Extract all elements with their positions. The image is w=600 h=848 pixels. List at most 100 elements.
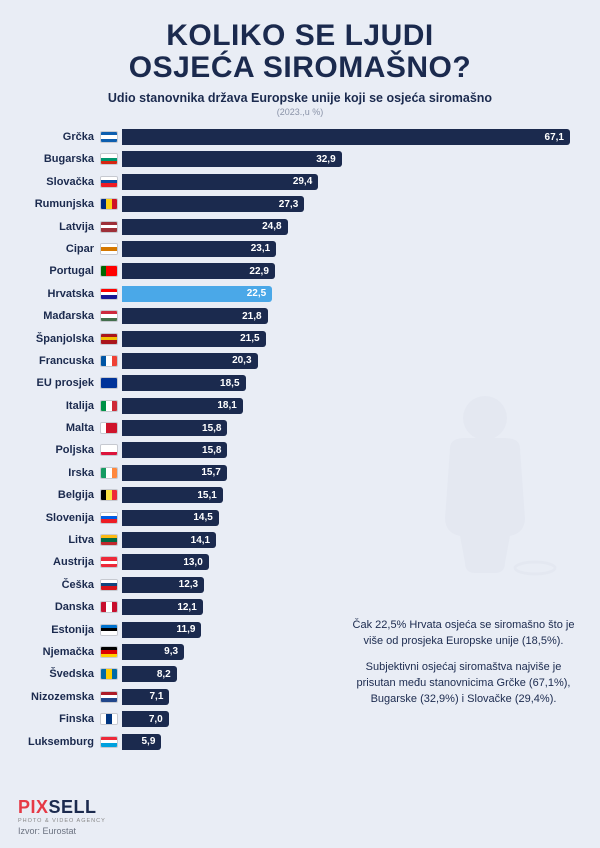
bar-wrap: 67,1 [122, 129, 582, 145]
bar-value: 12,1 [177, 602, 196, 613]
bar-value: 22,9 [249, 266, 268, 277]
flag-icon [100, 400, 118, 412]
bar-value: 20,3 [232, 355, 251, 366]
subtitle: Udio stanovnika država Europske unije ko… [0, 91, 600, 107]
bar-value: 11,9 [177, 624, 196, 635]
flag-icon [100, 736, 118, 748]
flag-icon [100, 355, 118, 367]
chart-row: Francuska 20,3 [18, 351, 582, 371]
bar: 21,5 [122, 331, 266, 347]
bar-value: 21,8 [242, 311, 261, 322]
bar-value: 14,5 [193, 512, 212, 523]
country-label: Austrija [18, 556, 100, 568]
bar: 7,0 [122, 711, 169, 727]
country-label: Španjolska [18, 333, 100, 345]
bar-value: 27,3 [279, 199, 298, 210]
bar: 8,2 [122, 666, 177, 682]
chart-row: Cipar23,1 [18, 239, 582, 259]
bar-wrap: 12,3 [122, 577, 582, 593]
bar: 21,8 [122, 308, 268, 324]
source-text: Izvor: Eurostat [18, 826, 106, 836]
chart-row: Rumunjska 27,3 [18, 194, 582, 214]
flag-icon [100, 377, 118, 389]
bar: 20,3 [122, 353, 258, 369]
chart-row: Bugarska 32,9 [18, 149, 582, 169]
bar: 15,8 [122, 420, 227, 436]
country-label: Irska [18, 467, 100, 479]
bar-value: 7,0 [149, 714, 163, 725]
bar: 24,8 [122, 219, 288, 235]
country-label: Slovačka [18, 176, 100, 188]
flag-icon [100, 646, 118, 658]
bar: 27,3 [122, 196, 304, 212]
chart-row: Portugal22,9 [18, 261, 582, 281]
country-label: Švedska [18, 668, 100, 680]
bar-wrap: 21,5 [122, 331, 582, 347]
bar: 14,5 [122, 510, 219, 526]
flag-icon [100, 489, 118, 501]
bar-value: 15,7 [201, 467, 220, 478]
bar: 12,3 [122, 577, 204, 593]
bar-value: 22,5 [247, 288, 266, 299]
flag-icon [100, 444, 118, 456]
logo: PIXSELL [18, 797, 106, 818]
flag-icon [100, 265, 118, 277]
country-label: Poljska [18, 444, 100, 456]
subnote: (2023.,u %) [0, 107, 600, 117]
country-label: Rumunjska [18, 198, 100, 210]
flag-icon [100, 422, 118, 434]
country-label: Luksemburg [18, 736, 100, 748]
country-label: Njemačka [18, 646, 100, 658]
bar: 23,1 [122, 241, 276, 257]
flag-icon [100, 624, 118, 636]
main-title: KOLIKO SE LJUDI OSJEĆA SIROMAŠNO? [0, 0, 600, 91]
flag-icon [100, 467, 118, 479]
bar-value: 21,5 [240, 333, 259, 344]
bar-wrap: 5,9 [122, 734, 582, 750]
bar-value: 32,9 [316, 154, 335, 165]
country-label: Latvija [18, 221, 100, 233]
chart-row: Hrvatska 22,5 [18, 284, 582, 304]
flag-icon [100, 534, 118, 546]
country-label: Hrvatska [18, 288, 100, 300]
country-label: Bugarska [18, 153, 100, 165]
country-label: Estonija [18, 624, 100, 636]
flag-icon [100, 131, 118, 143]
bar-value: 14,1 [191, 535, 210, 546]
flag-icon [100, 333, 118, 345]
flag-icon [100, 668, 118, 680]
chart-row: Mađarska21,8 [18, 306, 582, 326]
bar: 15,8 [122, 442, 227, 458]
bar: 15,1 [122, 487, 223, 503]
bar-value: 9,3 [164, 646, 178, 657]
country-label: Češka [18, 579, 100, 591]
bar-value: 12,3 [179, 579, 198, 590]
chart-row: Luksemburg 5,9 [18, 732, 582, 752]
bar: 11,9 [122, 622, 201, 638]
bar-value: 7,1 [149, 691, 163, 702]
country-label: Francuska [18, 355, 100, 367]
callout-p1: Čak 22,5% Hrvata osjeća se siromašno što… [351, 618, 576, 650]
bar: 5,9 [122, 734, 161, 750]
bar: 15,7 [122, 465, 227, 481]
bar-value: 15,8 [202, 423, 221, 434]
title-line-2: OSJEĆA SIROMAŠNO? [129, 51, 471, 84]
bar: 22,5 [122, 286, 272, 302]
bar-wrap: 22,9 [122, 263, 582, 279]
bar-wrap: 22,5 [122, 286, 582, 302]
bar-value: 13,0 [183, 557, 202, 568]
bar-value: 24,8 [262, 221, 281, 232]
country-label: Danska [18, 601, 100, 613]
bar-wrap: 21,8 [122, 308, 582, 324]
chart-row: Slovačka29,4 [18, 172, 582, 192]
bar: 32,9 [122, 151, 342, 167]
bar-value: 67,1 [545, 132, 564, 143]
logo-part-2: SELL [49, 797, 97, 817]
bar: 7,1 [122, 689, 169, 705]
flag-icon [100, 288, 118, 300]
flag-icon [100, 691, 118, 703]
bar-value: 15,8 [202, 445, 221, 456]
flag-icon [100, 153, 118, 165]
footer: PIXSELL PHOTO & VIDEO AGENCY Izvor: Euro… [18, 797, 106, 836]
flag-icon [100, 221, 118, 233]
